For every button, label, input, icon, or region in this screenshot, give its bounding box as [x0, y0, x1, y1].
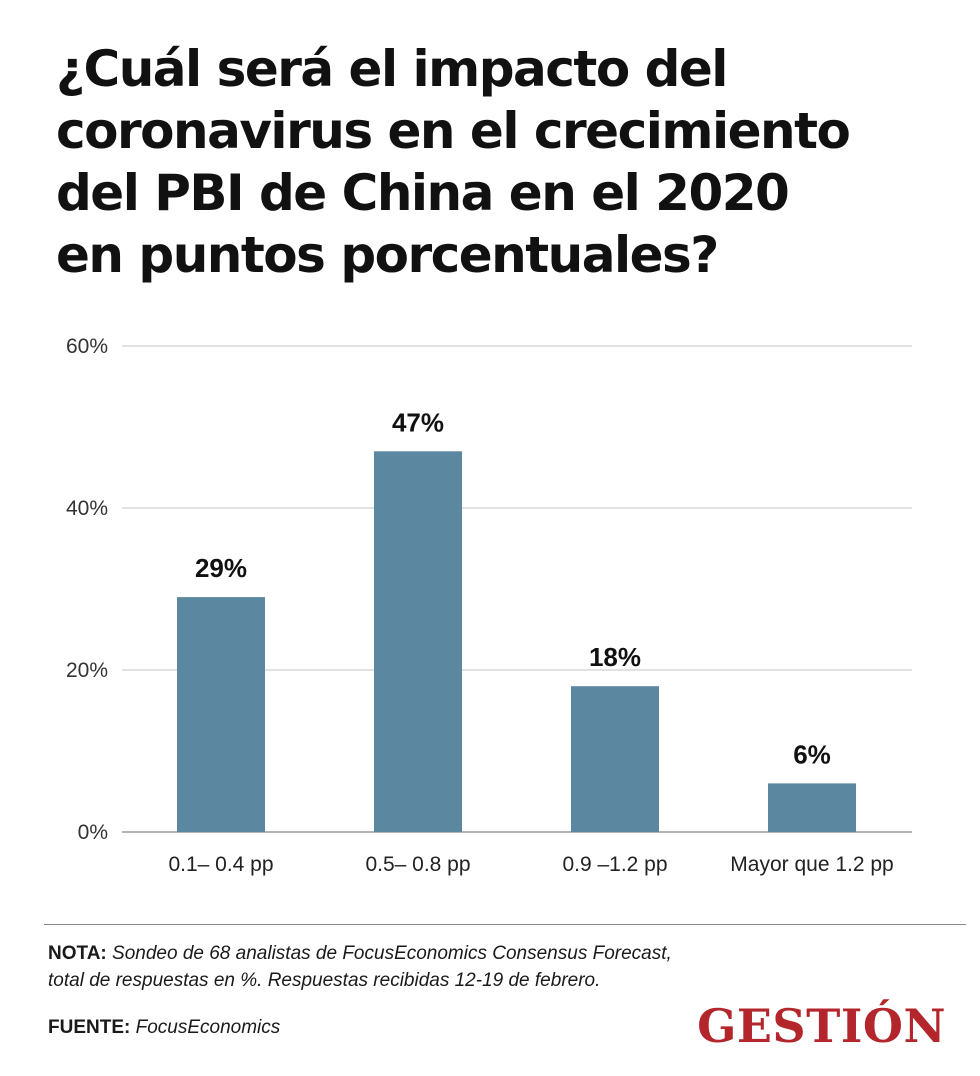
x-tick-label: Mayor que 1.2 pp: [730, 853, 893, 876]
footer-divider: [44, 924, 966, 925]
y-tick-label: 20%: [66, 659, 108, 682]
title-line: coronavirus en el crecimiento: [56, 102, 851, 160]
chart-title: ¿Cuál será el impacto del coronavirus en…: [56, 38, 956, 286]
gestion-logo: GESTIÓN: [697, 999, 946, 1053]
note-text-line2: total de respuestas en %. Respuestas rec…: [48, 970, 601, 991]
data-label: 47%: [392, 407, 444, 437]
y-tick-label: 0%: [78, 821, 108, 844]
source-text: FocusEconomics: [135, 1017, 281, 1038]
title-line: del PBI de China en el 2020: [56, 164, 790, 222]
x-tick-label: 0.5– 0.8 pp: [365, 853, 470, 876]
bar: [177, 597, 265, 832]
title-line: en puntos porcentuales?: [56, 226, 719, 284]
bar-chart: 0% 20% 40% 60% 29% 0.1– 0.4 pp 47% 0.5– 0.8 pp 1…: [66, 335, 912, 876]
y-tick-label: 60%: [66, 335, 108, 358]
source-label: FUENTE:: [48, 1017, 131, 1038]
data-label: 18%: [589, 642, 641, 672]
title-line: ¿Cuál será el impacto del: [56, 40, 728, 98]
bar: [571, 686, 659, 832]
data-label: 6%: [793, 739, 831, 769]
data-label: 29%: [195, 553, 247, 583]
note-label: NOTA:: [48, 943, 107, 964]
x-tick-label: 0.1– 0.4 pp: [168, 853, 273, 876]
note-text-line1: Sondeo de 68 analistas de FocusEconomics…: [112, 943, 672, 964]
note: NOTA: Sondeo de 68 analistas de FocusEco…: [48, 940, 808, 994]
bar: [768, 783, 856, 832]
x-tick-label: 0.9 –1.2 pp: [562, 853, 667, 876]
source: FUENTE: FocusEconomics: [48, 1016, 280, 1040]
bar: [374, 451, 462, 832]
y-tick-label: 40%: [66, 497, 108, 520]
